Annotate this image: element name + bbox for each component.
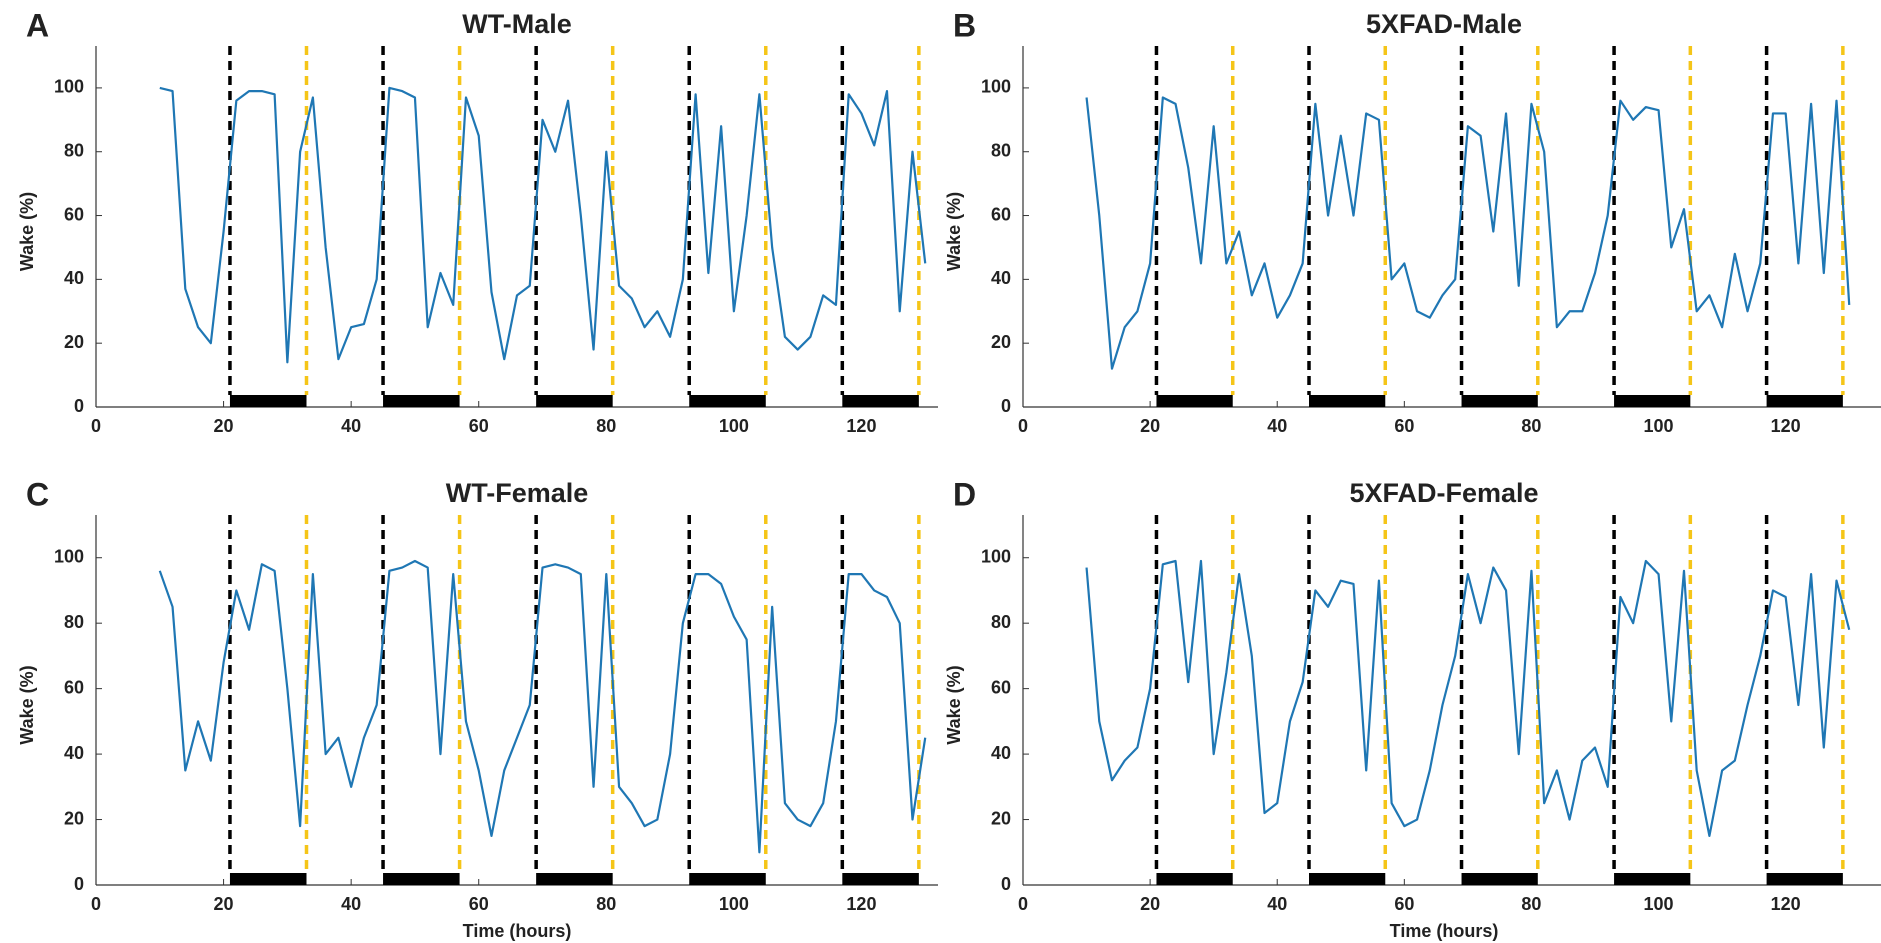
x-tick-label: 100: [719, 894, 749, 914]
dark-period-bar: [536, 873, 613, 885]
x-tick-label: 0: [91, 416, 101, 436]
x-tick-label: 120: [846, 416, 876, 436]
x-tick-label: 120: [1771, 416, 1801, 436]
dark-period-bar: [689, 873, 766, 885]
dark-period-bar: [536, 395, 613, 407]
x-tick-label: 0: [91, 894, 101, 914]
dark-period-bar: [383, 395, 460, 407]
y-axis-label: Wake (%): [17, 665, 37, 744]
y-tick-label: 20: [991, 808, 1011, 828]
y-tick-label: 0: [74, 874, 84, 894]
chart-title: 5XFAD-Male: [1366, 9, 1522, 39]
x-tick-label: 80: [1521, 894, 1541, 914]
x-tick-label: 20: [1140, 416, 1160, 436]
panel-letter: C: [26, 476, 49, 512]
x-tick-label: 20: [1140, 894, 1160, 914]
dark-period-bar: [1614, 395, 1691, 407]
wake-line: [1085, 96, 1851, 370]
chart-title: WT-Male: [462, 9, 572, 39]
x-tick-label: 120: [1771, 894, 1801, 914]
dark-period-bar: [842, 395, 919, 407]
dark-period-bar: [1766, 395, 1843, 407]
dark-period-bar: [1461, 873, 1538, 885]
y-axis-label: Wake (%): [944, 665, 964, 744]
dark-period-bar: [1461, 395, 1538, 407]
panel-letter: B: [953, 7, 976, 43]
x-tick-label: 100: [1644, 416, 1674, 436]
dark-period-bar: [383, 873, 460, 885]
y-tick-label: 80: [64, 140, 84, 160]
x-tick-label: 100: [1644, 894, 1674, 914]
dark-period-bar: [1614, 873, 1691, 885]
y-tick-label: 60: [64, 677, 84, 697]
y-tick-label: 100: [54, 77, 84, 97]
y-tick-label: 60: [991, 677, 1011, 697]
y-tick-label: 80: [991, 612, 1011, 632]
x-axis-label: Time (hours): [1390, 921, 1499, 941]
x-tick-label: 40: [1267, 416, 1287, 436]
x-tick-label: 60: [1394, 416, 1414, 436]
wake-line: [159, 86, 927, 364]
chart-title: 5XFAD-Female: [1349, 478, 1538, 508]
panel-letter: D: [953, 476, 976, 512]
dark-period-bar: [1309, 873, 1386, 885]
y-tick-label: 40: [991, 743, 1011, 763]
x-tick-label: 120: [846, 894, 876, 914]
x-tick-label: 20: [214, 894, 234, 914]
dark-period-bar: [1766, 873, 1843, 885]
y-tick-label: 40: [991, 268, 1011, 288]
y-tick-label: 60: [991, 204, 1011, 224]
x-tick-label: 60: [469, 416, 489, 436]
dark-period-bar: [1156, 873, 1233, 885]
y-tick-label: 100: [981, 77, 1011, 97]
y-tick-label: 0: [1001, 396, 1011, 416]
y-tick-label: 40: [64, 743, 84, 763]
panel-letter: A: [26, 7, 49, 43]
dark-period-bar: [1309, 395, 1386, 407]
y-tick-label: 20: [64, 332, 84, 352]
dark-period-bar: [229, 873, 307, 885]
y-tick-label: 20: [991, 332, 1011, 352]
dark-period-bar: [842, 873, 919, 885]
dark-period-bar: [1156, 395, 1233, 407]
x-axis-label: Time (hours): [463, 921, 572, 941]
x-tick-label: 80: [596, 894, 616, 914]
y-tick-label: 80: [64, 612, 84, 632]
y-tick-label: 20: [64, 808, 84, 828]
x-tick-label: 100: [719, 416, 749, 436]
x-tick-label: 0: [1018, 416, 1028, 436]
y-tick-label: 40: [64, 268, 84, 288]
wake-line: [158, 559, 927, 854]
y-tick-label: 80: [991, 140, 1011, 160]
x-tick-label: 0: [1018, 894, 1028, 914]
x-tick-label: 80: [1521, 416, 1541, 436]
wake-line: [1085, 559, 1851, 838]
x-tick-label: 60: [469, 894, 489, 914]
y-tick-label: 100: [54, 546, 84, 566]
x-tick-label: 40: [341, 894, 361, 914]
x-tick-label: 20: [214, 416, 234, 436]
y-tick-label: 100: [981, 546, 1011, 566]
x-tick-label: 40: [341, 416, 361, 436]
x-tick-label: 60: [1394, 894, 1414, 914]
y-axis-label: Wake (%): [944, 192, 964, 271]
dark-period-bar: [689, 395, 766, 407]
y-axis-label: Wake (%): [17, 192, 37, 271]
y-tick-label: 60: [64, 204, 84, 224]
x-tick-label: 40: [1267, 894, 1287, 914]
chart-title: WT-Female: [446, 478, 589, 508]
dark-period-bar: [229, 395, 307, 407]
y-tick-label: 0: [1001, 874, 1011, 894]
x-tick-label: 80: [596, 416, 616, 436]
y-tick-label: 0: [74, 396, 84, 416]
